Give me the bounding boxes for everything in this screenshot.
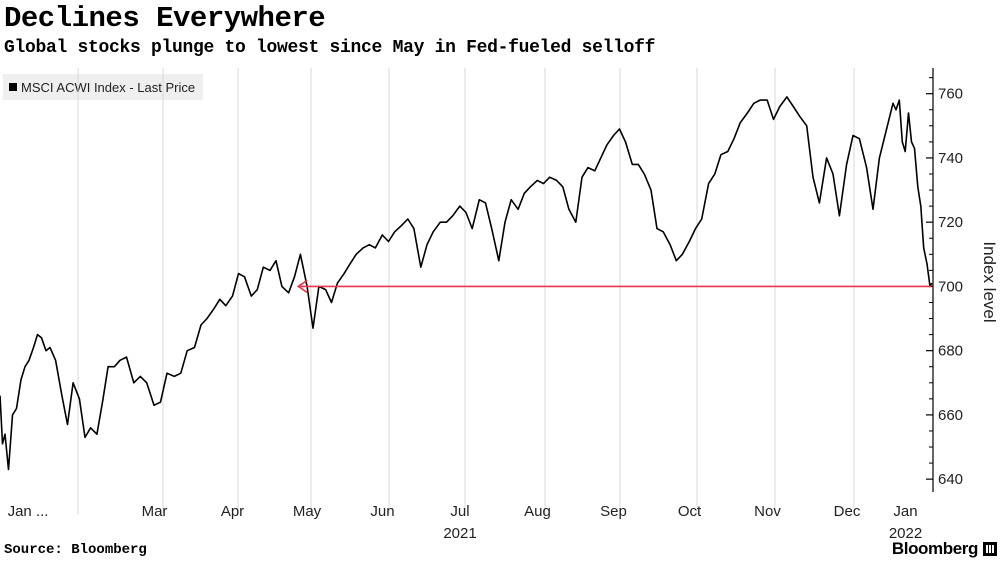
series-line	[0, 96, 933, 471]
source-note: Source: Bloomberg	[4, 542, 147, 558]
x-axis-labels: Jan ... Mar Apr May Jun Jul Aug Sep Oct Nov Dec Jan…	[8, 503, 923, 542]
x-tick-label: Jan	[893, 503, 917, 520]
y-axis-title: Index level	[980, 241, 999, 322]
chart-subtitle: Global stocks plunge to lowest since May…	[4, 38, 656, 58]
annotation-layer	[296, 279, 931, 294]
y-tick-label: 740	[938, 150, 963, 167]
y-axis: 640 660 680 700 720 740 760	[926, 68, 963, 492]
arrow-head	[296, 279, 308, 294]
x-year-label: 2021	[443, 525, 476, 542]
legend-swatch	[9, 83, 17, 91]
chart-title: Declines Everywhere	[4, 2, 326, 35]
y-tick-label: 660	[938, 407, 963, 424]
y-tick-label: 700	[938, 278, 963, 295]
x-tick-label: Mar	[142, 503, 168, 520]
x-tick-label: May	[293, 503, 322, 520]
x-tick-label: Sep	[600, 503, 627, 520]
y-tick-label: 720	[938, 214, 963, 231]
brand-logo: Bloomberg	[892, 539, 997, 559]
legend: MSCI ACWI Index - Last Price	[3, 74, 204, 100]
x-tick-label: Aug	[524, 503, 551, 520]
x-tick-label: Jul	[450, 503, 469, 520]
y-tick-label: 760	[938, 86, 963, 103]
bloomberg-icon	[983, 542, 997, 556]
x-year-label: 2022	[889, 525, 922, 542]
brand-name: Bloomberg	[891, 539, 979, 558]
legend-label: MSCI ACWI Index - Last Price	[21, 79, 196, 95]
x-tick-label: Oct	[678, 503, 702, 520]
grid-lines	[77, 68, 855, 514]
x-tick-label: Dec	[834, 503, 861, 520]
x-tick-label: Apr	[221, 503, 244, 520]
y-tick-label: 680	[938, 343, 963, 360]
x-tick-label: Jun	[370, 503, 394, 520]
x-tick-label: Jan ...	[8, 503, 49, 520]
x-tick-label: Nov	[754, 503, 781, 520]
series-layer	[0, 96, 933, 471]
y-tick-label: 640	[938, 471, 963, 488]
